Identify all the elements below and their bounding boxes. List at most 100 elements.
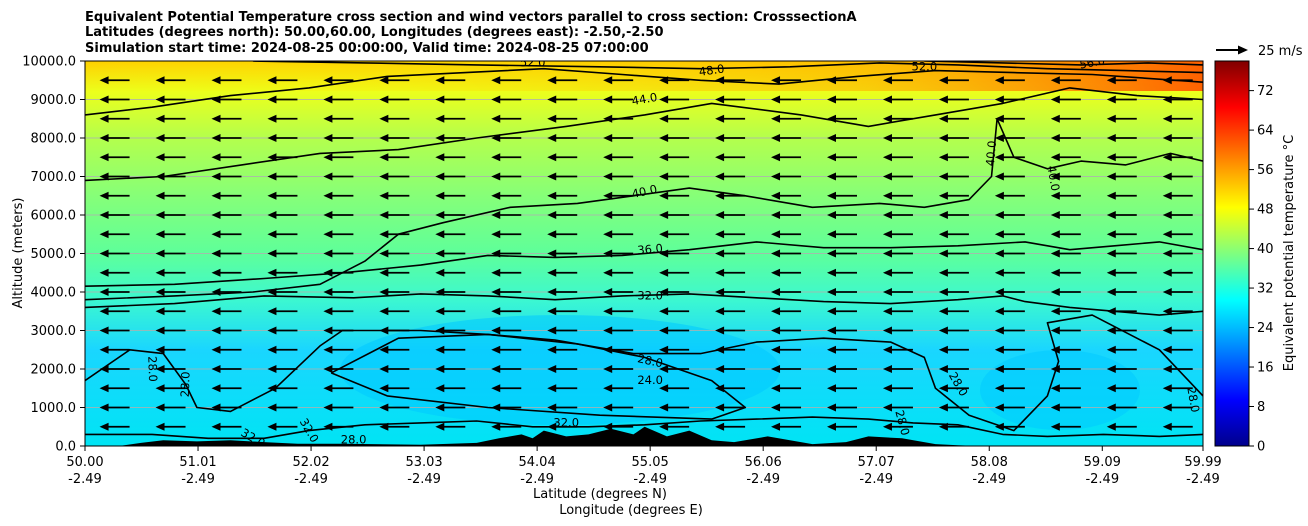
wind-arrowhead-337 (1050, 114, 1060, 123)
wind-arrowhead-283 (267, 153, 277, 162)
wind-arrowhead-205 (379, 230, 389, 239)
wind-arrowhead-48 (547, 384, 557, 393)
wind-arrowhead-228 (547, 211, 557, 219)
wind-arrowhead-173 (827, 268, 837, 277)
wind-arrowhead-130 (659, 307, 669, 316)
wind-arrowhead-274 (882, 172, 892, 181)
wind-arrowhead-364 (323, 76, 333, 85)
wind-arrowhead-50 (659, 384, 669, 393)
wind-arrowhead-343 (267, 95, 277, 104)
wind-arrowhead-294 (882, 153, 892, 162)
wind-arrowhead-334 (882, 114, 892, 123)
wind-arrowhead-35 (938, 403, 948, 412)
wind-arrowhead-191 (715, 249, 725, 258)
wind-arrowhead-222 (211, 211, 221, 219)
wind-arrowhead-374 (882, 76, 892, 85)
wind-arrowhead-51 (715, 384, 725, 393)
x-tick-label-lat-5: 55.05 (632, 455, 669, 470)
wind-arrowhead-204 (323, 230, 333, 239)
wind-arrowhead-316 (994, 134, 1004, 142)
wind-arrowhead-124 (323, 307, 333, 316)
wind-arrowhead-79 (1162, 365, 1172, 373)
colorbar-label: Equivalent potential temperature °C (1282, 135, 1297, 371)
wind-arrowhead-271 (715, 172, 725, 181)
wind-arrowhead-259 (1162, 191, 1172, 200)
x-tick-label-lat-1: 51.01 (179, 455, 216, 470)
wind-arrowhead-167 (491, 268, 501, 277)
wind-arrowhead-6 (435, 422, 445, 431)
x-tick-label-lat-7: 57.07 (858, 455, 895, 470)
wind-arrowhead-303 (267, 134, 277, 142)
wind-arrowhead-57 (1050, 384, 1060, 393)
y-axis: 0.0 1000.0 2000.0 3000.0 4000.0 5000.0 6000.0 7… (22, 55, 85, 455)
wind-arrowhead-369 (603, 76, 613, 85)
wind-arrowhead-111 (715, 326, 725, 335)
wind-arrowhead-161 (155, 268, 165, 277)
wind-arrowhead-86 (435, 345, 445, 354)
wind-arrowhead-260 (99, 172, 109, 181)
x-tick-label-lon-8: -2.49 (972, 472, 1006, 487)
wind-arrowhead-18 (1106, 422, 1116, 431)
wind-arrowhead-352 (771, 95, 781, 104)
y-tick-label-4: 4000.0 (31, 286, 77, 301)
wind-arrowhead-278 (1106, 172, 1116, 181)
wind-arrowhead-362 (211, 76, 221, 85)
wind-arrowhead-331 (715, 114, 725, 123)
wind-arrowhead-92 (771, 345, 781, 354)
wind-arrowhead-82 (211, 345, 221, 354)
y-tick-label-2: 2000.0 (31, 363, 77, 378)
colorbar: 0 8 16 24 32 40 48 56 64 72 Equivalent potential … (1214, 60, 1297, 455)
colorbar-ticks: 0 8 16 24 32 40 48 56 64 72 (1249, 84, 1274, 455)
wind-arrowhead-163 (267, 268, 277, 277)
wind-arrowhead-27 (491, 403, 501, 412)
wind-arrowhead-375 (938, 76, 948, 85)
wind-arrowhead-350 (659, 95, 669, 104)
wind-arrowhead-37 (1050, 403, 1060, 412)
wind-arrowhead-112 (771, 326, 781, 335)
contour-label-18: 28.0 (892, 409, 912, 437)
wind-arrowhead-196 (994, 249, 1004, 258)
wind-arrowhead-24 (323, 403, 333, 412)
wind-arrowhead-25 (379, 403, 389, 412)
x-tick-label-lon-0: -2.49 (68, 472, 102, 487)
colorbar-tick-label-8: 64 (1257, 124, 1274, 139)
title-line-2: Latitudes (degrees north): 50.00,60.00, … (85, 25, 664, 40)
wind-arrowhead-338 (1106, 114, 1116, 123)
wind-arrowhead-102 (211, 326, 221, 335)
wind-arrowhead-243 (267, 191, 277, 200)
wind-arrowhead-131 (715, 307, 725, 316)
wind-arrowhead-3 (267, 422, 277, 431)
wind-arrowhead-193 (827, 249, 837, 258)
wind-arrowhead-349 (603, 95, 613, 104)
wind-arrowhead-2 (211, 422, 221, 431)
wind-arrowhead-276 (994, 172, 1004, 181)
wind-arrowhead-21 (155, 403, 165, 412)
wind-arrowhead-310 (659, 134, 669, 142)
wind-arrowhead-292 (771, 153, 781, 162)
wind-arrowhead-378 (1106, 76, 1116, 85)
wind-arrowhead-80 (99, 345, 109, 354)
wind-arrowhead-104 (323, 326, 333, 335)
wind-arrowhead-198 (1106, 249, 1116, 258)
wind-arrowhead-212 (771, 230, 781, 239)
wind-arrowhead-122 (211, 307, 221, 316)
wind-arrowhead-220 (99, 211, 109, 219)
wind-arrowhead-70 (659, 365, 669, 373)
wind-arrowhead-67 (491, 365, 501, 373)
wind-arrowhead-298 (1106, 153, 1116, 162)
wind-arrowhead-280 (99, 153, 109, 162)
wind-arrowhead-332 (771, 114, 781, 123)
wind-arrowhead-215 (938, 230, 948, 239)
wind-arrowhead-255 (938, 191, 948, 200)
wind-arrowhead-5 (379, 422, 389, 431)
wind-arrowhead-19 (1162, 422, 1172, 431)
wind-arrowhead-40 (99, 384, 109, 393)
wind-arrowhead-252 (771, 191, 781, 200)
wind-arrowhead-344 (323, 95, 333, 104)
wind-arrowhead-182 (211, 249, 221, 258)
wind-arrowhead-336 (994, 114, 1004, 123)
x-tick-label-lon-3: -2.49 (407, 472, 441, 487)
wind-arrowhead-53 (827, 384, 837, 393)
wind-arrowhead-36 (994, 403, 1004, 412)
wind-arrowhead-308 (547, 134, 557, 142)
